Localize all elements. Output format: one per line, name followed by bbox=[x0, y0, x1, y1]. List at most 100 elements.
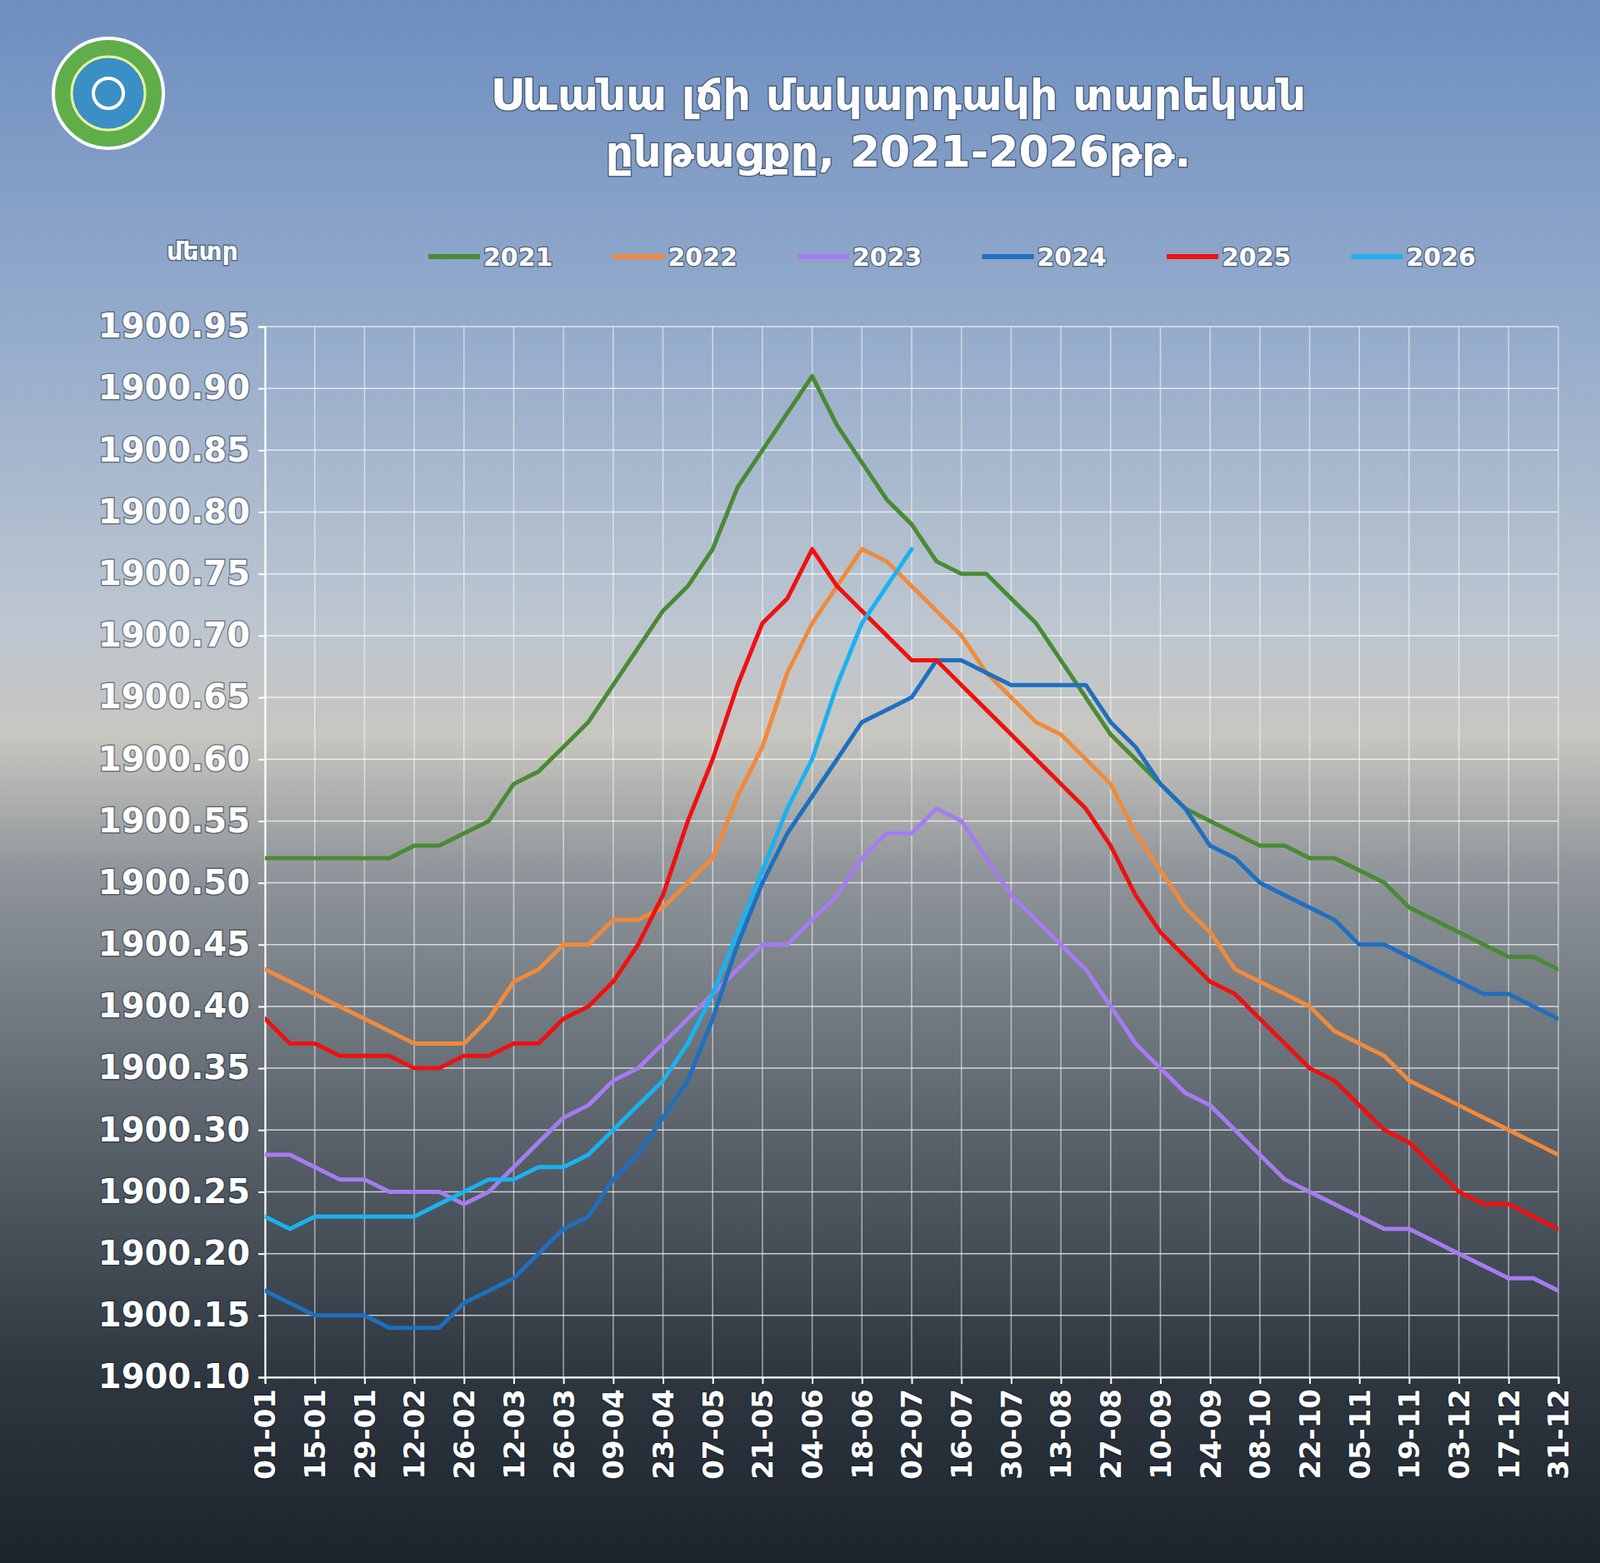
series-line bbox=[265, 549, 1559, 1230]
tick: 21-05 bbox=[745, 1377, 780, 1480]
tick: 1900.50 bbox=[98, 863, 265, 902]
tick-label: 12-03 bbox=[497, 1389, 531, 1480]
tick-label: 15-01 bbox=[298, 1389, 332, 1480]
grid-line bbox=[463, 326, 465, 1378]
tick-label: 26-03 bbox=[547, 1389, 581, 1480]
grid-line bbox=[1508, 326, 1510, 1378]
tick-label: 03-12 bbox=[1442, 1389, 1476, 1480]
tick-label: 1900.35 bbox=[98, 1048, 250, 1087]
legend-label: 2023 bbox=[852, 242, 923, 272]
tick: 08-10 bbox=[1243, 1377, 1277, 1480]
series-line bbox=[265, 809, 1559, 1292]
tick: 1900.45 bbox=[98, 925, 265, 964]
tick-mark bbox=[258, 1253, 265, 1255]
tick-label: 1900.65 bbox=[98, 677, 250, 716]
tick-mark bbox=[314, 1377, 316, 1385]
tick: 1900.90 bbox=[98, 368, 265, 407]
tick-mark bbox=[612, 1377, 615, 1385]
tick: 1900.95 bbox=[98, 306, 265, 345]
grid-line bbox=[910, 326, 913, 1378]
grid-line bbox=[562, 326, 565, 1378]
tick: 10-09 bbox=[1144, 1377, 1178, 1480]
tick-label: 17-12 bbox=[1492, 1389, 1526, 1480]
tick-mark bbox=[1060, 1377, 1063, 1385]
grid-line bbox=[612, 326, 615, 1378]
tick-label: 01-01 bbox=[248, 1389, 282, 1480]
tick-label: 16-07 bbox=[945, 1389, 979, 1480]
tick: 19-11 bbox=[1392, 1377, 1426, 1480]
grid-line bbox=[1060, 326, 1062, 1378]
grid-line bbox=[1458, 326, 1460, 1378]
series-lines bbox=[265, 375, 1559, 1328]
logo bbox=[53, 38, 164, 149]
tick-mark bbox=[712, 1377, 715, 1385]
tick-label: 1900.10 bbox=[98, 1357, 250, 1396]
tick-mark bbox=[258, 573, 265, 575]
legend-label: 2021 bbox=[483, 242, 554, 272]
grid-line bbox=[861, 326, 864, 1378]
tick: 1900.55 bbox=[98, 801, 265, 840]
tick-mark bbox=[463, 1377, 465, 1385]
tick-label: 1900.85 bbox=[98, 430, 250, 470]
tick: 1900.85 bbox=[98, 430, 265, 470]
tick-mark bbox=[258, 1191, 265, 1194]
legend: 202120222023202420252026 bbox=[428, 242, 1476, 272]
tick: 16-07 bbox=[945, 1377, 979, 1480]
tick-label: 27-08 bbox=[1094, 1389, 1128, 1480]
tick-mark bbox=[1210, 1377, 1212, 1385]
tick: 1900.60 bbox=[98, 740, 265, 779]
grid-line bbox=[1110, 326, 1112, 1378]
grid-line bbox=[314, 326, 316, 1378]
legend-label: 2024 bbox=[1037, 242, 1108, 272]
grid-line bbox=[1259, 326, 1261, 1378]
tick-label: 21-05 bbox=[745, 1389, 780, 1480]
tick: 31-12 bbox=[1541, 1377, 1575, 1480]
tick-mark bbox=[258, 511, 265, 514]
tick-label: 1900.45 bbox=[98, 925, 250, 964]
tick-mark bbox=[258, 1377, 265, 1380]
tick: 22-10 bbox=[1293, 1377, 1327, 1480]
tick-mark bbox=[811, 1377, 814, 1385]
axis-line bbox=[265, 1378, 1560, 1385]
grid-line bbox=[1557, 326, 1560, 1378]
legend-swatch bbox=[797, 254, 850, 260]
series-line bbox=[265, 660, 1559, 1329]
tick-label: 10-09 bbox=[1144, 1389, 1178, 1480]
tick-mark bbox=[911, 1377, 914, 1385]
tick-mark bbox=[258, 944, 265, 946]
tick-mark bbox=[960, 1377, 963, 1385]
tick: 1900.30 bbox=[98, 1110, 265, 1150]
tick-mark bbox=[258, 1315, 265, 1317]
grid-line bbox=[761, 326, 764, 1378]
tick: 1900.40 bbox=[98, 986, 265, 1025]
tick-mark bbox=[1010, 1377, 1013, 1385]
legend-swatch bbox=[1351, 254, 1404, 260]
tick: 23-04 bbox=[646, 1377, 680, 1480]
tick: 07-05 bbox=[696, 1377, 730, 1480]
tick: 29-01 bbox=[348, 1377, 382, 1480]
tick-label: 12-02 bbox=[397, 1389, 431, 1480]
tick-mark bbox=[258, 1068, 265, 1070]
tick-label: 29-01 bbox=[348, 1389, 382, 1480]
tick-label: 1900.30 bbox=[98, 1110, 250, 1150]
tick-mark bbox=[761, 1377, 764, 1385]
tick-mark bbox=[258, 388, 265, 390]
legend-swatch bbox=[613, 254, 665, 260]
tick: 1900.25 bbox=[98, 1172, 265, 1211]
tick: 26-03 bbox=[547, 1377, 581, 1480]
tick-label: 13-08 bbox=[1044, 1389, 1078, 1480]
tick-mark bbox=[1259, 1377, 1261, 1385]
grid-line bbox=[1408, 326, 1410, 1378]
tick-mark bbox=[258, 635, 265, 637]
title: Սևանա լճի մակարդակի տարեկանընթացքը, 2021… bbox=[490, 70, 1306, 177]
tick-label: 1900.60 bbox=[98, 740, 250, 779]
x-axis: 01-0115-0129-0112-0226-0212-0326-0309-04… bbox=[248, 1377, 1575, 1480]
tick-mark bbox=[662, 1377, 665, 1385]
tick: 27-08 bbox=[1094, 1377, 1128, 1480]
tick-label: 05-11 bbox=[1343, 1389, 1377, 1480]
tick-mark bbox=[1508, 1377, 1510, 1385]
legend-label: 2026 bbox=[1406, 242, 1477, 272]
grid-line bbox=[1358, 326, 1360, 1378]
tick: 18-06 bbox=[845, 1377, 880, 1480]
series-line bbox=[265, 375, 1559, 970]
